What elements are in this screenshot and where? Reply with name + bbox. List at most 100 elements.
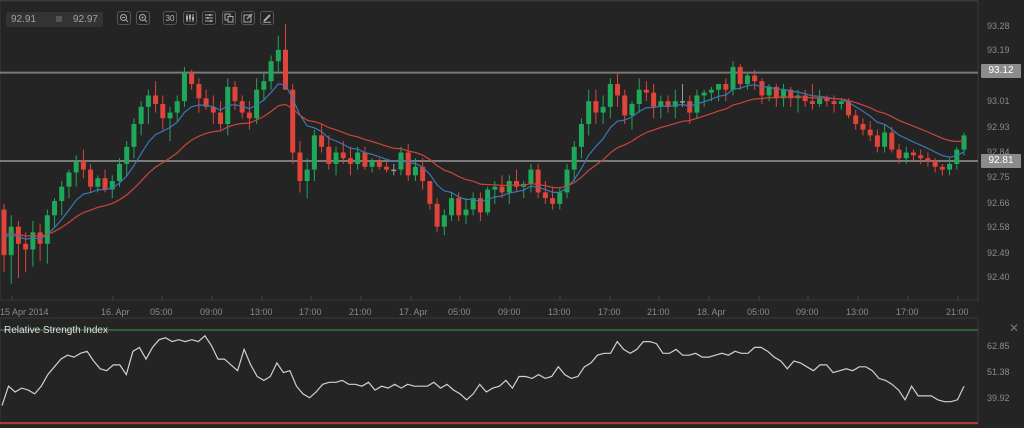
candle-body: [593, 101, 599, 113]
indicators-button[interactable]: [202, 11, 216, 25]
time-tick-label: 09:00: [796, 307, 819, 317]
rsi-tick-label: 62.85: [987, 341, 1010, 351]
rsi-title: Relative Strength Index: [4, 325, 108, 336]
main-pane-frame: [0, 0, 979, 301]
price-tick-label: 92.49: [987, 248, 1010, 258]
candle-body: [138, 106, 144, 124]
candle-body: [362, 152, 368, 167]
chart-type-button[interactable]: [183, 11, 197, 25]
candle-body: [88, 169, 94, 187]
candle-body: [716, 84, 722, 90]
candle-body: [629, 104, 635, 116]
candle-body: [1, 209, 7, 256]
time-tick-label: 13:00: [846, 307, 869, 317]
candle-body: [268, 61, 274, 82]
close-rsi-icon[interactable]: ✕: [1009, 321, 1020, 335]
candle-body: [73, 161, 79, 173]
candle-body: [189, 72, 195, 85]
time-tick-label: 17:00: [299, 307, 322, 317]
candle-body: [513, 181, 519, 187]
candle-body: [66, 172, 72, 187]
candle-body: [283, 49, 289, 90]
time-tick-label: 16. Apr: [101, 307, 130, 317]
rsi-line: [1, 334, 965, 406]
zoom-out-icon: [120, 14, 129, 23]
time-tick-label: 05:00: [448, 307, 471, 317]
candle-body: [954, 149, 960, 164]
candlestick-icon: [186, 14, 194, 22]
candle-body: [59, 186, 65, 201]
price-tick-label: 93.01: [987, 96, 1010, 106]
draw-button[interactable]: [260, 11, 274, 25]
price-tick-label: 93.28: [987, 21, 1010, 31]
price-level-tag[interactable]: 93.12: [981, 64, 1021, 78]
candle-body: [853, 115, 859, 124]
candle-body: [95, 178, 101, 187]
candle-body: [687, 101, 693, 113]
candle-body: [903, 152, 909, 159]
candle-body: [102, 178, 108, 190]
candle-body: [412, 166, 418, 176]
timeframe-button[interactable]: 30: [163, 11, 177, 25]
price-tick-label: 93.19: [987, 45, 1010, 55]
edit-button[interactable]: [241, 11, 255, 25]
candle-body: [44, 215, 50, 244]
candle-body: [506, 181, 512, 193]
sliders-icon: [205, 14, 213, 22]
candle-body: [210, 106, 216, 113]
candle-body: [499, 186, 505, 193]
candle-body: [124, 146, 130, 164]
candle-body: [896, 149, 902, 159]
candle-body: [744, 75, 750, 85]
range-handle[interactable]: [56, 16, 62, 22]
time-tick-label: 15 Apr 2014: [0, 307, 49, 317]
candle-body: [167, 112, 173, 119]
candle-body: [275, 49, 281, 62]
price-level-tag[interactable]: 92.81: [981, 154, 1021, 168]
candle-body: [925, 158, 931, 162]
pencil-icon: [263, 14, 271, 23]
candle-body: [622, 95, 628, 116]
candle-body: [174, 101, 180, 113]
price-tick-label: 92.93: [987, 122, 1010, 132]
candle-body: [477, 198, 483, 213]
candle-body: [290, 89, 296, 153]
candle-body: [449, 198, 455, 216]
rsi-tick-label: 39.92: [987, 393, 1010, 403]
zoom-in-button[interactable]: [136, 11, 150, 25]
candle-body: [398, 152, 404, 170]
candle-body: [550, 198, 556, 204]
time-tick-label: 05:00: [150, 307, 173, 317]
candle-body: [679, 101, 685, 103]
candle-body: [766, 86, 772, 96]
candle-body: [947, 163, 953, 170]
price-range-slider[interactable]: 92.91 92.97: [6, 12, 103, 27]
candle-body: [961, 135, 967, 150]
candle-body: [311, 135, 317, 170]
candle-body: [773, 86, 779, 99]
candle-body: [557, 192, 563, 204]
candle-body: [203, 98, 209, 107]
time-tick-label: 17. Apr: [399, 307, 428, 317]
candle-body: [932, 161, 938, 167]
candle-body: [52, 200, 58, 216]
compare-button[interactable]: [222, 11, 236, 25]
candle-body: [809, 101, 815, 105]
candle-body: [600, 106, 606, 113]
candle-body: [369, 161, 375, 167]
candle-body: [8, 226, 14, 256]
candle-body: [470, 198, 476, 210]
candle-body: [824, 98, 830, 102]
timeframe-30-icon: 30: [165, 13, 175, 23]
time-tick-label: 05:00: [747, 307, 770, 317]
candle-body: [297, 152, 303, 182]
ma-fast-line: [3, 83, 965, 240]
price-tick-label: 92.40: [987, 272, 1010, 282]
candle-body: [658, 101, 664, 107]
time-tick-label: 09:00: [200, 307, 223, 317]
zoom-out-button[interactable]: [117, 11, 131, 25]
price-tick-label: 92.84: [987, 147, 1010, 157]
range-high-value: 92.97: [72, 14, 98, 25]
candle-body: [116, 163, 122, 182]
